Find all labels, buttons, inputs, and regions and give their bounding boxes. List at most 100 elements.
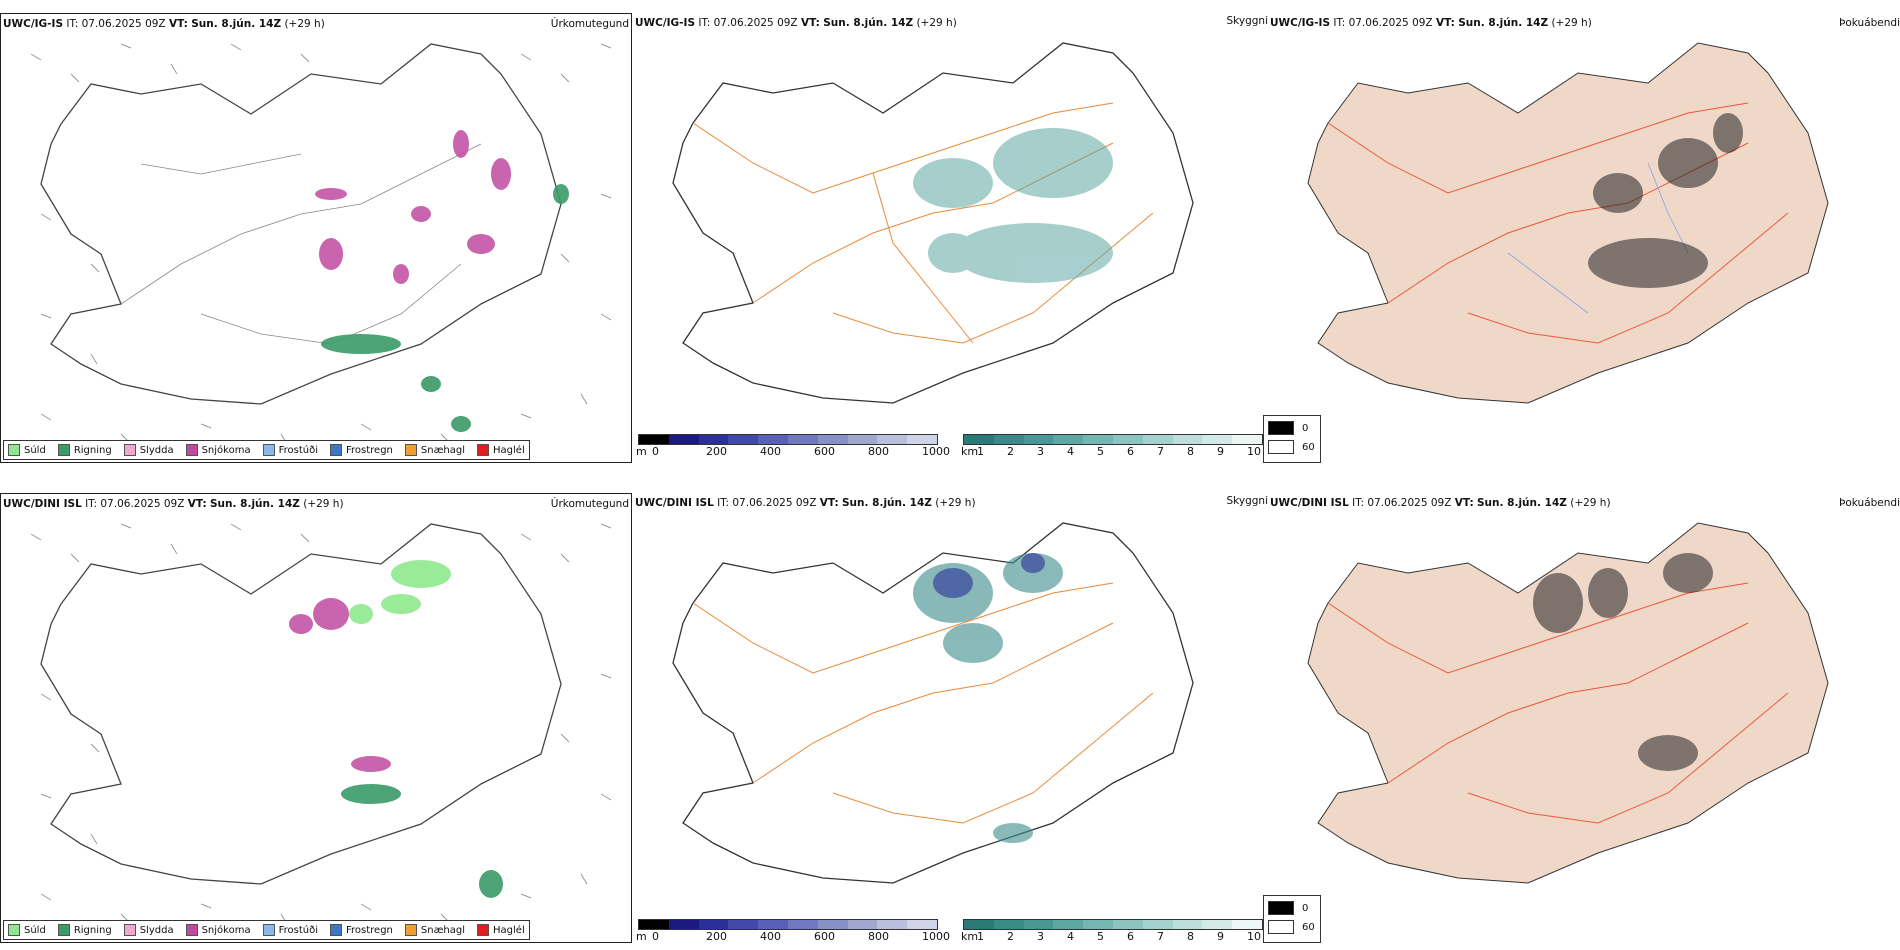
vt-value: Sun. 8.jún. 14Z xyxy=(823,17,914,29)
vt-label: VT: xyxy=(168,18,188,30)
legend-swatch xyxy=(477,924,490,936)
colorbar-swatch xyxy=(847,435,878,444)
legend-swatch xyxy=(185,924,198,936)
colorbar-swatches xyxy=(963,434,1263,445)
colorbar-unit: m xyxy=(636,445,647,458)
rivers xyxy=(1507,162,1689,314)
colorbar-swatches xyxy=(638,434,938,445)
colorbar-swatch xyxy=(877,435,908,444)
legend-swatch xyxy=(330,444,342,456)
model-name: UWC/IG-IS xyxy=(635,17,696,29)
legend-item: Súld xyxy=(8,444,46,456)
vt-label: VT: xyxy=(800,17,820,29)
legend-item: Haglél xyxy=(477,444,525,456)
colorbar-swatch xyxy=(1053,435,1084,444)
it-label: IT: xyxy=(698,17,711,29)
legend-swatch xyxy=(404,444,417,456)
iceland-visibility-map-bottom xyxy=(672,522,1194,884)
colorbar-tick: 7 xyxy=(1157,445,1164,458)
model-name: UWC/DINI ISL xyxy=(635,497,714,509)
colorbar-tick: 8 xyxy=(1187,930,1194,943)
legend-swatch xyxy=(477,444,490,456)
colorbar-swatch xyxy=(1053,920,1084,929)
colorbar-swatch xyxy=(698,920,729,929)
it-value: 07.06.2025 09Z xyxy=(1367,497,1452,509)
legend-item: Snæhagl xyxy=(404,924,465,936)
colorbar-swatch xyxy=(668,920,699,929)
fog-legend-swatch xyxy=(1268,440,1294,454)
legend-swatch xyxy=(57,924,70,936)
colorbar-tick: 2 xyxy=(1007,930,1014,943)
lead-time: (+29 h) xyxy=(284,18,325,30)
colorbar-swatch xyxy=(787,920,818,929)
colorbar-swatch xyxy=(877,920,908,929)
colorbar-tick: 3 xyxy=(1037,445,1044,458)
legend-item: Frostregn xyxy=(330,924,393,936)
model-name: UWC/DINI ISL xyxy=(1270,497,1349,509)
colorbar-swatch xyxy=(847,920,878,929)
iceland-land xyxy=(1307,42,1829,404)
panel-title: Úrkomutegund xyxy=(550,18,629,30)
legend-item: Snjókoma xyxy=(185,444,251,456)
colorbar-swatch xyxy=(1172,920,1203,929)
it-label: IT: xyxy=(1333,17,1346,29)
fog-legend-swatch xyxy=(1268,901,1294,915)
panel-header: UWC/DINI ISL IT: 07.06.2025 09Z VT: Sun.… xyxy=(1270,497,1611,509)
legend-item: Haglél xyxy=(477,924,525,936)
colorbar-swatch xyxy=(1232,435,1262,444)
colorbar-unit: km xyxy=(961,445,979,458)
wind-barbs xyxy=(30,523,612,925)
colorbar-swatch xyxy=(964,920,994,929)
it-value: 07.06.2025 09Z xyxy=(732,497,817,509)
fog-legend-row: 0 xyxy=(1268,901,1316,915)
fog-legend-row: 60 xyxy=(1268,440,1316,454)
legend-label: Frostregn xyxy=(346,924,393,936)
legend-item: Snæhagl xyxy=(404,444,465,456)
colorbar-swatch xyxy=(907,435,937,444)
visibility-colorbar: km 1 2 3 4 5 6 7 8 9 10 xyxy=(961,434,1263,458)
colorbar-swatch xyxy=(728,920,759,929)
vt-label: VT: xyxy=(187,498,207,510)
colorbar-swatch xyxy=(758,435,788,444)
colorbar-tick: 5 xyxy=(1097,445,1104,458)
iceland-precip-map-bottom xyxy=(30,523,612,925)
low-visibility-areas xyxy=(913,553,1063,843)
fog-index-legend: 0 60 xyxy=(1263,415,1321,463)
colorbar-swatch xyxy=(758,920,788,929)
colorbar-tick: 4 xyxy=(1067,445,1074,458)
colorbar-tick: 2 xyxy=(1007,445,1014,458)
it-label: IT: xyxy=(717,497,730,509)
iceland-outline xyxy=(40,43,562,405)
colorbar-swatch xyxy=(993,435,1024,444)
panel-title: Þokuábendi xyxy=(1839,17,1900,29)
precip-type-legend: Súld Rigning Slydda Snjókoma Frostúði Frostre… xyxy=(3,920,530,940)
panel-title: Úrkomutegund xyxy=(550,498,629,510)
precip-type-panel-bottom: UWC/DINI ISL IT: 07.06.2025 09Z VT: Sun.… xyxy=(0,493,632,943)
legend-swatch xyxy=(8,924,20,936)
precip-snow-areas xyxy=(289,598,391,772)
legend-item: Slydda xyxy=(123,924,174,936)
model-name: UWC/DINI ISL xyxy=(3,498,82,510)
vt-label: VT: xyxy=(819,497,839,509)
panel-header: UWC/IG-IS IT: 07.06.2025 09Z VT: Sun. 8.… xyxy=(3,18,325,30)
lead-time: (+29 h) xyxy=(1570,497,1611,509)
iceland-land xyxy=(1307,522,1829,884)
legend-item: Súld xyxy=(8,924,46,936)
colorbar-tick: 600 xyxy=(814,445,835,458)
colorbar-swatch xyxy=(993,920,1024,929)
lead-time: (+29 h) xyxy=(935,497,976,509)
colorbar-swatch xyxy=(1083,435,1113,444)
vt-label: VT: xyxy=(1435,17,1455,29)
fog-index-areas xyxy=(1533,553,1713,771)
colorbar-tick: 3 xyxy=(1037,930,1044,943)
it-label: IT: xyxy=(66,18,79,30)
fog-index-legend: 0 60 xyxy=(1263,895,1321,943)
fog-legend-label: 60 xyxy=(1302,441,1315,453)
fog-legend-swatch xyxy=(1268,421,1294,435)
visibility-panel-bottom: UWC/DINI ISL IT: 07.06.2025 09Z VT: Sun.… xyxy=(633,493,1268,943)
panel-header: UWC/DINI ISL IT: 07.06.2025 09Z VT: Sun.… xyxy=(3,498,344,510)
legend-swatch xyxy=(262,924,275,936)
colorbar-swatch xyxy=(728,435,759,444)
colorbar-swatch xyxy=(639,920,669,929)
legend-swatch xyxy=(8,444,20,456)
